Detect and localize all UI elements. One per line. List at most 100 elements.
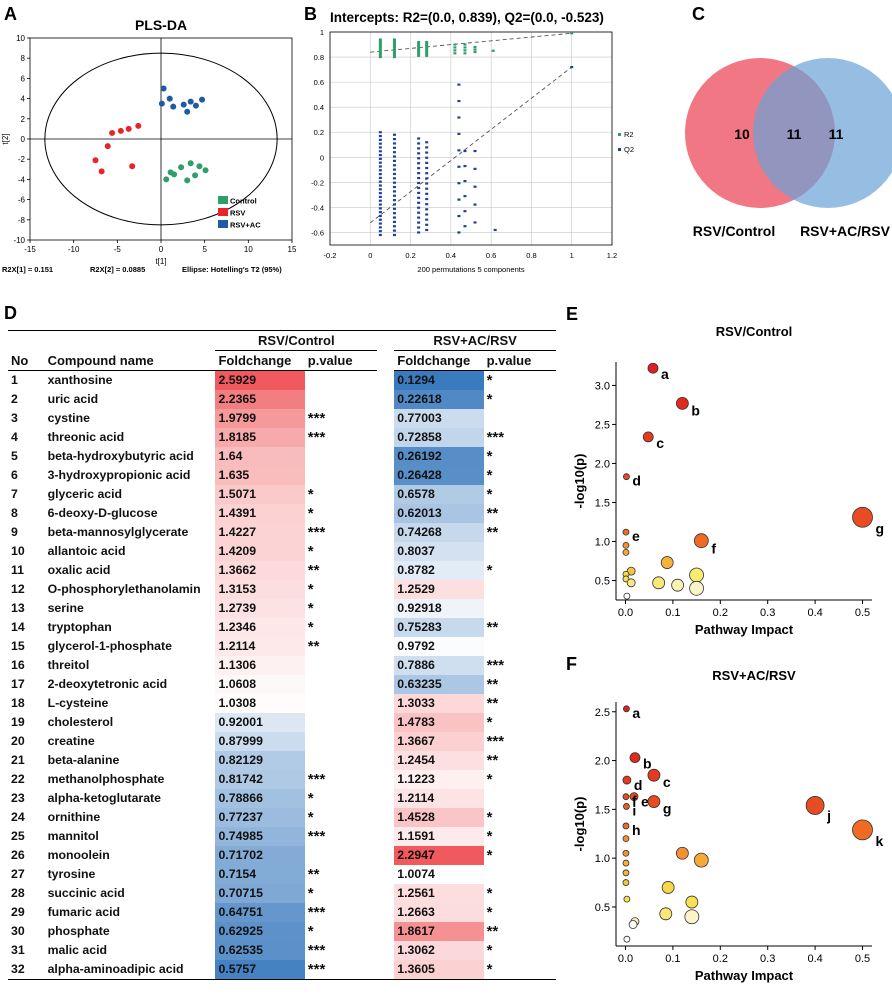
x-tick-label: 0.2 — [713, 953, 728, 965]
cell-pvalue-right: *** — [486, 733, 505, 750]
q2-point — [417, 147, 421, 150]
r2-point — [491, 49, 495, 52]
cell-pvalue-left — [305, 675, 377, 694]
legend-swatch — [218, 196, 228, 204]
r2-point — [378, 40, 382, 43]
y-tick-label: 2.0 — [595, 458, 610, 470]
x-tick-label: 10 — [244, 245, 253, 254]
cell-pvalue-left — [305, 751, 377, 770]
r2-point — [378, 55, 382, 59]
q2-point — [417, 231, 421, 234]
cell-foldchange-right: 0.75283 — [394, 618, 484, 637]
cell-foldchange-right: 0.62013 — [394, 504, 484, 523]
cell-compound-name: 2-deoxytetronic acid — [47, 677, 168, 691]
r2-point — [417, 46, 421, 50]
y-tick-label: 2.5 — [595, 419, 610, 431]
q2-point — [378, 214, 382, 218]
cell-compound-name: beta-hydroxybutyric acid — [47, 449, 194, 463]
cell-foldchange-left: 0.62925 — [215, 922, 305, 941]
q2-point — [378, 207, 382, 210]
q2-point — [417, 221, 421, 224]
y-axis-label: t[2] — [1, 133, 10, 144]
point-rsv-ac — [158, 100, 165, 107]
point-control — [163, 176, 170, 183]
panel-letter-c: C — [692, 4, 705, 24]
y-tick-label: 0.6 — [314, 78, 324, 87]
pathway-point — [689, 567, 704, 583]
r2-point — [378, 38, 382, 41]
cell-pvalue-left — [305, 713, 377, 732]
cell-gap — [377, 960, 395, 980]
cell-foldchange-left: 1.3662 — [215, 561, 305, 580]
r2-point — [378, 50, 382, 53]
pathway-point-label: c — [663, 774, 671, 790]
q2-point — [378, 222, 382, 225]
q2-point — [417, 211, 421, 214]
q2-point — [378, 169, 382, 172]
cell-gap — [377, 770, 394, 789]
pathway-point — [660, 556, 674, 569]
point-rsv — [104, 143, 111, 150]
cell-foldchange-right: 0.6578 — [394, 485, 484, 504]
cell-no: 10 — [11, 544, 25, 558]
q2-point — [425, 161, 429, 164]
q2-point — [392, 225, 396, 228]
cell-pvalue-right: * — [486, 391, 493, 408]
panel-letter-a: A — [4, 4, 17, 24]
cell-foldchange-left: 0.71702 — [215, 846, 305, 865]
cell-pvalue-right: * — [486, 486, 493, 503]
q2-point — [425, 187, 429, 190]
pathway-point — [647, 768, 661, 782]
pathway-point-label: a — [661, 366, 669, 382]
point-rsv — [125, 125, 132, 132]
r2-point — [473, 45, 477, 49]
point-rsv — [98, 168, 105, 175]
q2-point — [425, 166, 429, 170]
cell-foldchange-left: 0.5757 — [215, 960, 305, 980]
y-tick-label: -0.4 — [311, 203, 324, 212]
q2-point — [392, 233, 396, 237]
cell-pvalue-right: ** — [486, 524, 499, 541]
pathway-point — [623, 935, 631, 943]
q2-point — [378, 157, 382, 160]
cell-foldchange-left: 0.78866 — [215, 789, 305, 808]
q2-point — [392, 177, 396, 180]
cell-foldchange-right: 1.4783 — [394, 713, 484, 732]
header-foldchange-left: Foldchange — [215, 350, 305, 371]
r2-point — [473, 48, 477, 51]
table-row: 15 glycerol-1-phosphate 1.2114 ** 0.9792 — [8, 637, 556, 656]
pls-da-chart: PLS-DA-15 -10 -5 0 5 10 15-10-8-6-4-20246810t[… — [1, 17, 297, 274]
cell-no: 30 — [11, 924, 25, 938]
pathway-point — [622, 548, 630, 556]
point-rsv — [129, 163, 136, 170]
y-tick-label: -4 — [18, 175, 26, 184]
cell-compound-name: monoolein — [47, 848, 110, 862]
q2-point — [425, 156, 429, 159]
cell-pvalue-right: * — [486, 942, 493, 959]
legend-swatch — [618, 133, 621, 136]
pathway-point-label: d — [634, 777, 643, 793]
y-axis-label: -log10(p) — [572, 454, 587, 509]
cell-compound-name: glyceric acid — [47, 487, 123, 501]
y-tick-label: -2 — [18, 155, 26, 164]
q2-point — [392, 216, 396, 219]
pathway-point — [622, 528, 630, 536]
y-tick-label: 6 — [21, 74, 26, 83]
cell-foldchange-left: 1.4391 — [215, 504, 305, 523]
pathway-point-label: h — [632, 822, 641, 838]
cell-foldchange-right: 1.3605 — [394, 960, 484, 980]
cell-no: 15 — [11, 639, 25, 653]
r2-point — [392, 44, 396, 47]
cell-pvalue-left: *** — [307, 410, 326, 427]
point-control — [178, 164, 185, 171]
point-control — [167, 169, 174, 176]
cell-gap — [377, 390, 394, 409]
cell-pvalue-left — [305, 656, 377, 675]
r2-point — [417, 48, 421, 51]
cell-pvalue-left: ** — [307, 562, 320, 579]
r2-point — [425, 42, 429, 46]
cell-gap — [377, 751, 394, 770]
q2-point — [463, 180, 467, 183]
x-tick-label: 0.4 — [446, 251, 456, 260]
cell-foldchange-left: 1.2346 — [215, 618, 305, 637]
